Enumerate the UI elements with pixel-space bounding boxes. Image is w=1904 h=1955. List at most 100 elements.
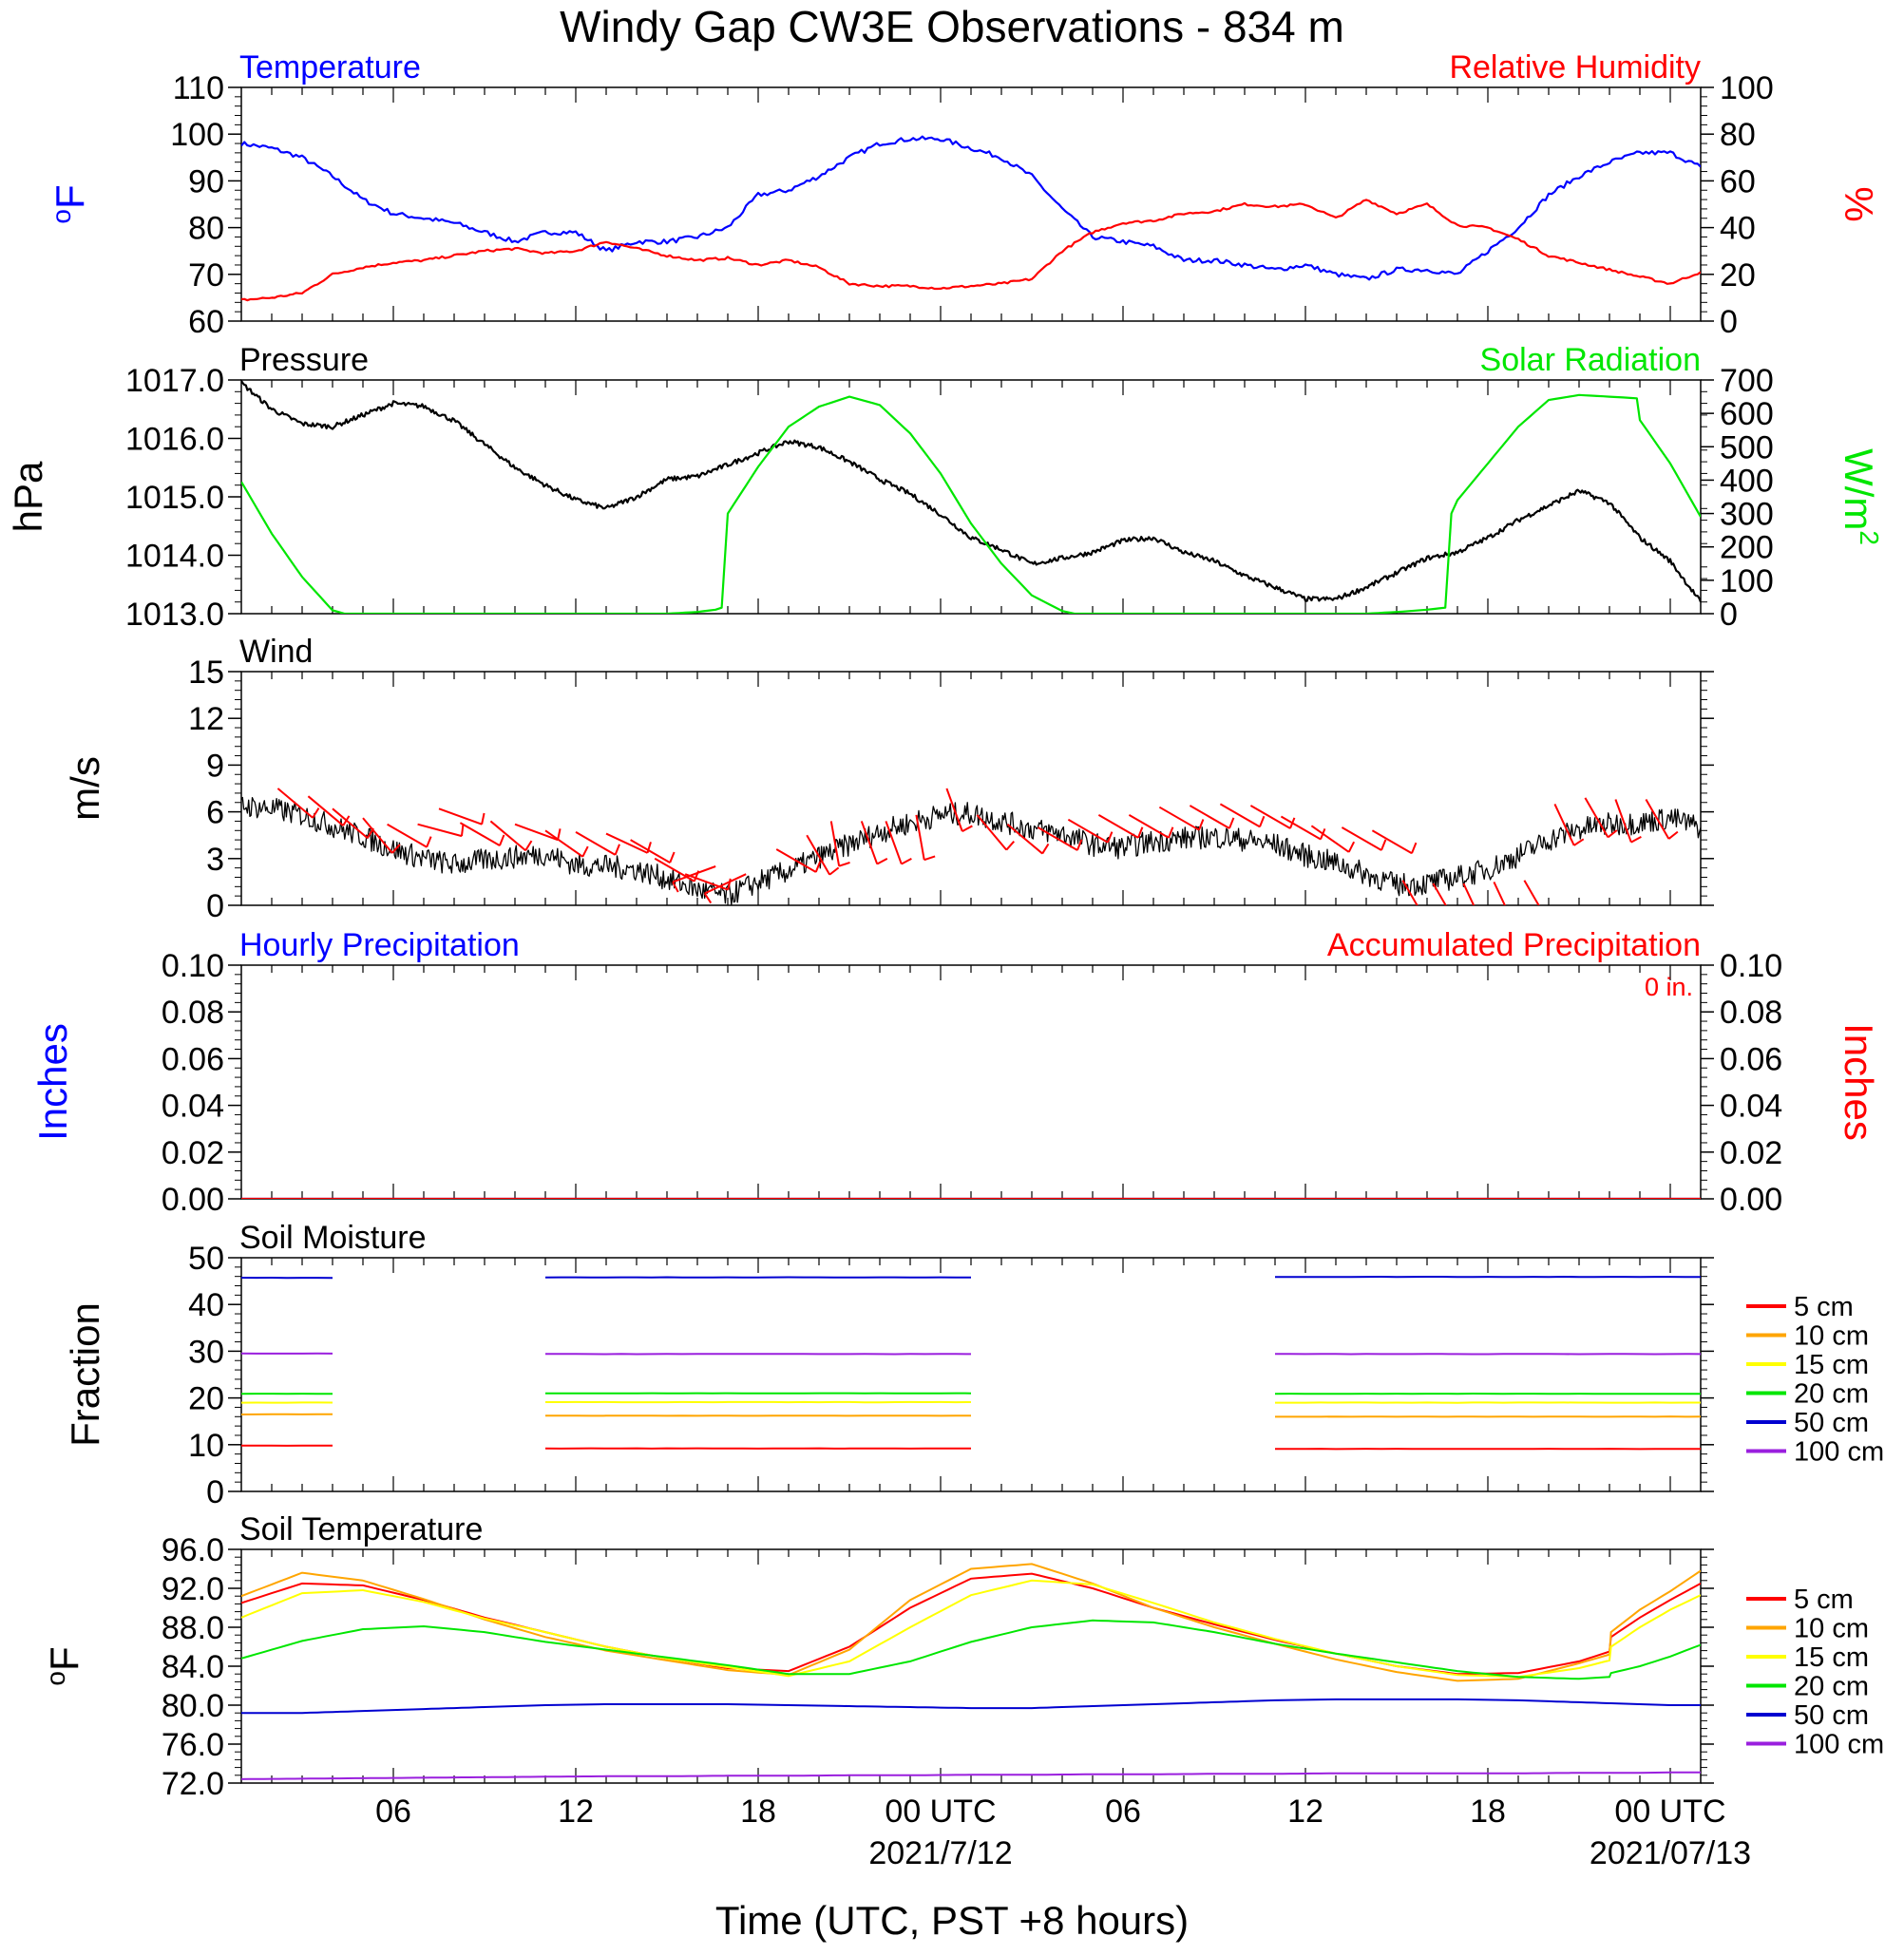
wind-barb-flag	[1005, 841, 1016, 851]
y-tick-label-right: 0	[1720, 304, 1738, 340]
y-tick-label-left: 0	[206, 1474, 224, 1510]
wind-barb-flag	[499, 834, 505, 846]
y-tick-label-right: 200	[1720, 530, 1774, 566]
y-tick-label-right: 0.02	[1720, 1135, 1782, 1171]
x-tick-label: 06	[375, 1794, 411, 1830]
y-tick-label-right: 300	[1720, 497, 1774, 533]
y-tick-label-left: 0	[206, 888, 224, 924]
wind-barb-staff	[1371, 829, 1413, 855]
wind-barb	[684, 873, 732, 891]
wind-barb-staff	[806, 834, 831, 876]
wind-barb-staff	[387, 823, 428, 848]
wind-barb	[1097, 814, 1144, 839]
wind-barb-staff	[1401, 880, 1418, 905]
wind-barb-staff	[575, 831, 617, 856]
wind-barb	[885, 821, 912, 865]
y-axis-label-right: Inches	[1837, 1023, 1881, 1141]
legend-label: 10 cm	[1794, 1321, 1869, 1352]
y-tick-label-left: 80	[188, 211, 224, 247]
y-tick-label-left: 80.0	[162, 1688, 224, 1724]
y-tick-label-left: 1014.0	[125, 539, 224, 575]
wind-barb	[630, 839, 676, 864]
unit-letter: F	[48, 184, 92, 209]
wind-barb-flag	[481, 812, 486, 825]
y-tick-label-left: 72.0	[162, 1766, 224, 1802]
wind-barb-staff	[1158, 806, 1200, 831]
x-date-label: 2021/7/12	[868, 1835, 1012, 1871]
y-tick-label-left: 20	[188, 1381, 224, 1417]
panel-title-left: Temperature	[239, 49, 421, 85]
wind-barb-staff	[1037, 826, 1078, 851]
wind-barb-staff	[417, 823, 463, 838]
x-date-label: 2021/07/13	[1590, 1835, 1751, 1871]
y-tick-label-left: 1013.0	[125, 597, 224, 633]
soil-temp-line-15cm	[241, 1579, 1701, 1679]
x-axis-label: Time (UTC, PST +8 hours)	[715, 1898, 1189, 1943]
wind-barb-staff	[1189, 805, 1230, 829]
wind-barb-staff	[1645, 798, 1670, 840]
y-tick-label-left: 88.0	[162, 1610, 224, 1646]
wind-barb	[1006, 823, 1050, 855]
legend-label: 100 cm	[1794, 1437, 1884, 1468]
legend-label: 15 cm	[1794, 1350, 1869, 1380]
wind-barb	[829, 821, 850, 867]
y-tick-label-left: 6	[206, 795, 224, 831]
y-tick-label-left: 40	[188, 1287, 224, 1323]
wind-barb	[1189, 805, 1235, 829]
series-line-black	[241, 796, 1701, 905]
wind-barb-staff	[1584, 797, 1609, 838]
wind-barb-flag	[703, 892, 713, 904]
panel-precip: 0.00 0.02 0.04 0.06 0.08 0.10 0.00 0.02 0.04 0.06…	[30, 927, 1881, 1218]
wind-barb-staff	[362, 817, 393, 854]
soil-temp-line-20cm	[241, 1619, 1701, 1680]
wind-barb-flag	[391, 844, 401, 854]
wind-barb-staff	[829, 821, 841, 866]
wind-barb-staff	[1493, 881, 1506, 905]
wind-barb-staff	[489, 820, 526, 852]
wind-barb-flag	[1259, 815, 1266, 827]
y-tick-label-left: 110	[173, 70, 224, 106]
panel-title-right: Relative Humidity	[1449, 49, 1701, 85]
legend-label: 20 cm	[1794, 1379, 1869, 1410]
series-line-blue	[241, 135, 1701, 281]
wind-barb	[1219, 803, 1266, 828]
x-tick-label: 12	[1287, 1794, 1323, 1830]
wind-barb-staff	[1128, 814, 1170, 839]
series-group	[241, 135, 1701, 302]
y-tick-label-left: 10	[188, 1428, 224, 1464]
wind-barb-staff	[438, 807, 483, 826]
wind-barb-flag	[1107, 831, 1114, 844]
y-tick-label-left: 60	[188, 304, 224, 340]
wind-barb-flag	[1411, 842, 1418, 854]
y-tick-label-left: 0.00	[162, 1182, 224, 1218]
wind-barb	[1553, 803, 1585, 846]
x-tick-label: 06	[1105, 1794, 1141, 1830]
wind-barb-staff	[704, 873, 747, 895]
wind-barb-staff	[775, 848, 817, 873]
y-axis-label-left: Fraction	[63, 1302, 107, 1447]
degree-sign: o	[41, 1671, 70, 1686]
wind-barb-flag	[814, 861, 822, 873]
wind-barb-flag	[1076, 839, 1083, 851]
wind-barb	[915, 814, 936, 862]
series-group	[241, 1275, 1701, 1451]
wind-barb-flag	[727, 878, 732, 890]
degree-sign: o	[47, 209, 76, 224]
y-axis-label-left: oF	[41, 1646, 86, 1685]
wind-barb-flag	[838, 862, 850, 867]
wind-barb	[1371, 829, 1418, 855]
x-tick-label: 00 UTC	[1614, 1794, 1725, 1830]
x-tick-label: 18	[1470, 1794, 1506, 1830]
panel-title-left: Soil Moisture	[239, 1220, 427, 1256]
series-group	[241, 788, 1701, 905]
y-tick-label-left: 0.10	[162, 948, 224, 984]
wind-barb-flag	[962, 825, 973, 832]
y-tick-label-right: 100	[1720, 563, 1774, 599]
y-tick-label-right: 0.08	[1720, 995, 1782, 1031]
wind-barb	[276, 788, 320, 819]
wind-barb-flag	[426, 836, 432, 848]
y-axis-label-right: W/m2	[1837, 448, 1884, 545]
